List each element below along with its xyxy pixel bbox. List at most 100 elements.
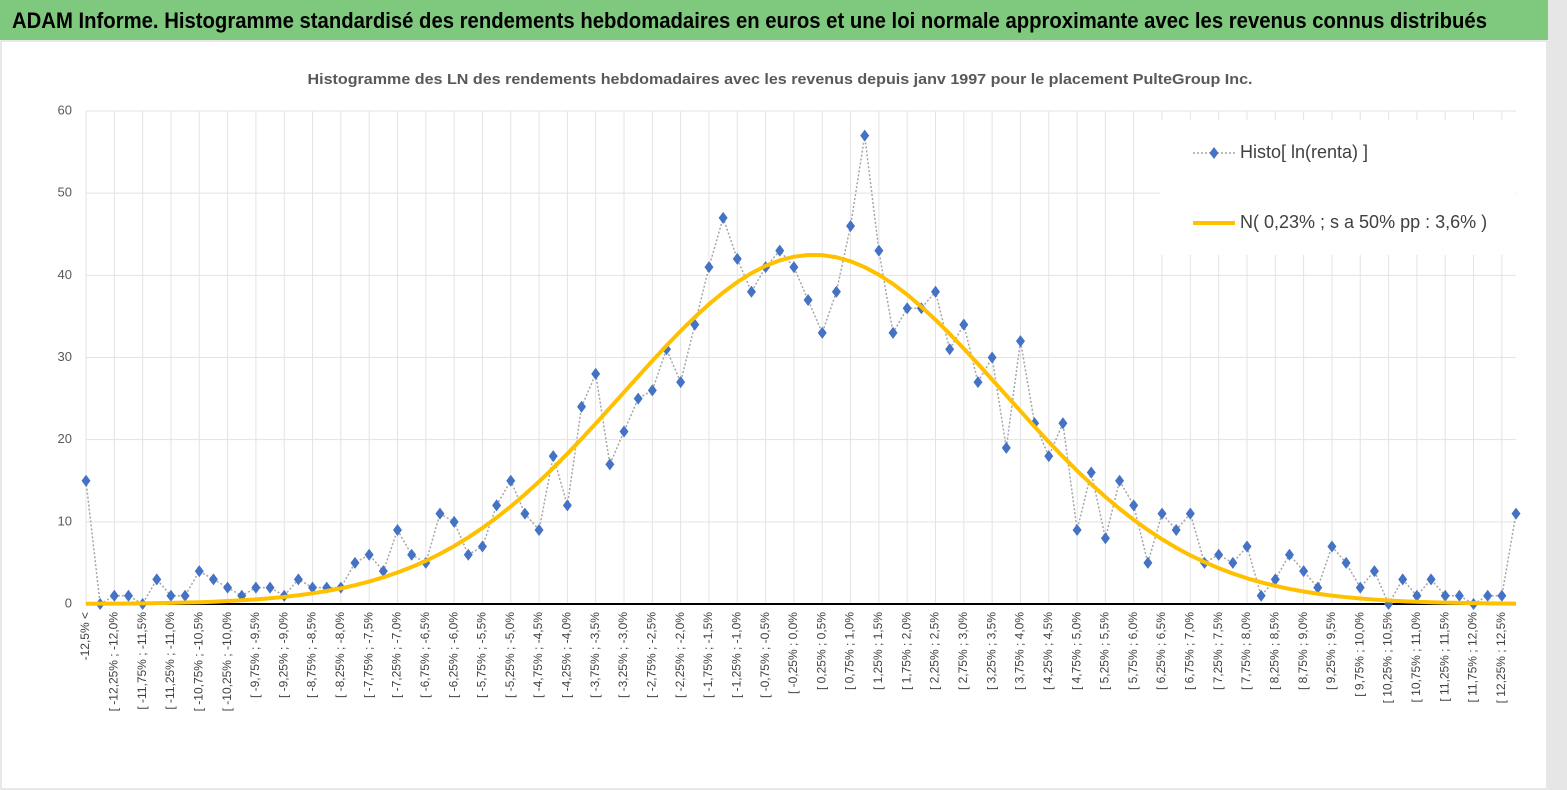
data-point: [619, 425, 629, 438]
x-tick-label: [ 5,75% ; 6,0%: [1126, 612, 1140, 690]
x-tick-label: -12,5% <: [78, 612, 92, 660]
y-tick-label: 20: [58, 431, 72, 446]
x-tick-label: [ 0,75% ; 1,0%: [843, 612, 857, 690]
data-point: [746, 285, 756, 298]
x-tick-label: [ 12,25% ; 12,5%: [1494, 612, 1508, 704]
data-point: [1327, 540, 1337, 553]
y-tick-label: 30: [58, 349, 72, 364]
data-point: [449, 515, 459, 528]
data-point: [577, 400, 587, 413]
x-tick-label: [ -7,75% ; -7,5%: [361, 612, 375, 698]
data-point: [959, 318, 969, 331]
x-tick-label: [ -4,25% ; -4,0%: [560, 612, 574, 698]
chart-frame: [0, 40, 1548, 790]
data-point: [718, 211, 728, 224]
data-point: [831, 285, 841, 298]
data-point: [775, 244, 785, 257]
x-tick-label: [ 10,25% ; 10,5%: [1381, 612, 1395, 704]
data-point: [251, 581, 261, 594]
x-tick-label: [ 1,75% ; 2,0%: [899, 612, 913, 690]
banner-title: ADAM Informe. Histogramme standardisé de…: [12, 8, 1487, 33]
x-tick-label: [ 4,75% ; 5,0%: [1069, 612, 1083, 690]
x-tick-label: [ -8,75% ; -8,5%: [305, 612, 319, 698]
data-point: [704, 261, 714, 274]
data-point: [506, 474, 516, 487]
data-point: [123, 589, 133, 602]
data-point: [81, 474, 91, 487]
data-point: [1015, 335, 1025, 348]
x-tick-label: [ -5,75% ; -5,5%: [475, 612, 489, 698]
x-tick-label: [ 3,25% ; 3,5%: [984, 612, 998, 690]
x-tick-label: [ -0,25% ; 0,0%: [786, 612, 800, 694]
data-point: [1440, 589, 1450, 602]
data-point: [732, 252, 742, 265]
legend-label: Histo[ ln(renta) ]: [1240, 142, 1368, 162]
x-tick-label: [ -3,75% ; -3,5%: [588, 612, 602, 698]
data-point: [1341, 556, 1351, 569]
data-point: [1412, 589, 1422, 602]
x-tick-label: [ -2,75% ; -2,5%: [645, 612, 659, 698]
x-tick-label: [ -9,25% ; -9,0%: [276, 612, 290, 698]
x-tick-label: [ 9,75% ; 10,0%: [1352, 612, 1366, 697]
data-point: [1398, 573, 1408, 586]
x-tick-label: [ -11,75% ; -11,5%: [135, 612, 149, 710]
data-point: [1256, 589, 1266, 602]
data-point: [477, 540, 487, 553]
data-point: [1214, 548, 1224, 561]
data-point: [1157, 507, 1167, 520]
data-point: [364, 548, 374, 561]
x-tick-label: [ 10,75% ; 11,0%: [1409, 612, 1423, 703]
chart-title: Histogramme des LN des rendements hebdom…: [308, 71, 1253, 88]
scrollbar: [1548, 0, 1567, 790]
y-tick-label: 0: [65, 595, 72, 610]
x-tick-label: [ -1,75% ; -1,5%: [701, 612, 715, 698]
x-tick-label: [ -3,25% ; -3,0%: [616, 612, 630, 698]
x-tick-label: [ 8,25% ; 8,5%: [1267, 612, 1281, 690]
data-point: [1100, 532, 1110, 545]
x-tick-label: [ 0,25% ; 0,5%: [814, 612, 828, 690]
x-tick-label: [ 6,75% ; 7,0%: [1183, 612, 1197, 690]
y-tick-label: 50: [58, 185, 72, 200]
data-point: [166, 589, 176, 602]
data-point: [1001, 441, 1011, 454]
data-point: [987, 351, 997, 364]
data-point: [1228, 556, 1238, 569]
x-tick-label: [ -7,25% ; -7,0%: [390, 612, 404, 698]
data-point: [902, 302, 912, 315]
data-point: [152, 573, 162, 586]
x-tick-label: [ -8,25% ; -8,0%: [333, 612, 347, 698]
data-point: [194, 565, 204, 578]
data-point: [676, 376, 686, 389]
data-point: [1369, 565, 1379, 578]
data-point: [1115, 474, 1125, 487]
x-tick-label: [ 5,25% ; 5,5%: [1098, 612, 1112, 690]
data-point: [265, 581, 275, 594]
x-tick-label: [ -10,75% ; -10,5%: [191, 612, 205, 712]
data-point: [874, 244, 884, 257]
data-point: [1355, 581, 1365, 594]
x-tick-label: [ 7,25% ; 7,5%: [1211, 612, 1225, 690]
data-point: [350, 556, 360, 569]
data-point: [1058, 417, 1068, 430]
y-tick-label: 40: [58, 267, 72, 282]
data-point: [1454, 589, 1464, 602]
data-point: [1313, 581, 1323, 594]
x-tick-label: [ -0,75% ; -0,5%: [758, 612, 772, 698]
data-point: [931, 285, 941, 298]
data-point: [789, 261, 799, 274]
data-point: [591, 367, 601, 380]
x-tick-label: [ 2,75% ; 3,0%: [956, 612, 970, 690]
x-tick-label: [ -5,25% ; -5,0%: [503, 612, 517, 698]
data-point: [846, 220, 856, 233]
data-point: [888, 326, 898, 339]
data-point: [1044, 450, 1054, 463]
data-point: [308, 581, 318, 594]
data-point: [435, 507, 445, 520]
data-point: [208, 573, 218, 586]
y-tick-label: 10: [58, 513, 72, 528]
data-point: [463, 548, 473, 561]
x-tick-label: [ -2,25% ; -2,0%: [673, 612, 687, 698]
data-point: [1129, 499, 1139, 512]
data-point: [407, 548, 417, 561]
x-tick-label: [ 11,75% ; 12,0%: [1466, 612, 1480, 703]
